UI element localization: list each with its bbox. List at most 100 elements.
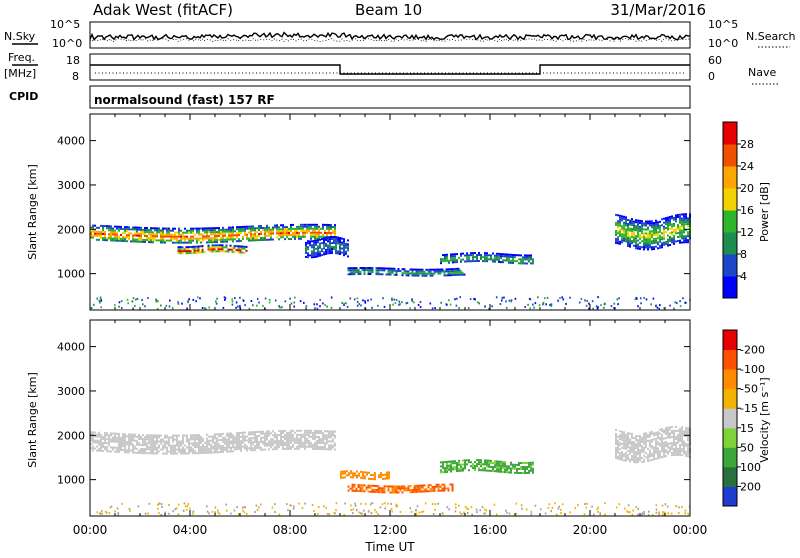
velocity-clutter-cell [298, 502, 300, 505]
velocity-cell [663, 443, 665, 446]
power-cell [333, 240, 335, 242]
power-cell [322, 227, 324, 230]
velocity-clutter-cell [121, 502, 123, 505]
velocity-cell [496, 460, 498, 463]
velocity-cell [687, 451, 689, 454]
power-clutter-cell [392, 303, 394, 306]
power-clutter-cell [188, 298, 190, 301]
velocity-cell [625, 451, 627, 454]
velocity-cell [166, 434, 168, 437]
power-clutter-cell [413, 301, 415, 304]
power-cell [355, 271, 358, 274]
velocity-cell [435, 485, 438, 488]
velocity-cell [184, 444, 186, 447]
power-cell [120, 239, 122, 242]
power-cell [219, 248, 222, 251]
power-cell [241, 247, 244, 250]
power-cell [98, 232, 100, 235]
power-cell [116, 237, 118, 240]
velocity-cell [458, 467, 460, 470]
velocity-clutter-cell [483, 512, 485, 515]
power-cell [178, 231, 180, 234]
power-cell [326, 231, 328, 234]
power-cell [663, 237, 665, 240]
power-cell [330, 232, 332, 234]
velocity-cell [359, 490, 362, 493]
velocity-cell [633, 441, 635, 444]
power-cell [645, 236, 647, 239]
velocity-cell [637, 435, 639, 438]
power-cell [222, 236, 224, 239]
power-cell [187, 246, 190, 249]
power-cell [146, 235, 148, 237]
velocity-cell [154, 446, 156, 449]
velocity-cell [168, 436, 170, 439]
velocity-cell [673, 441, 675, 444]
power-cell [250, 237, 252, 240]
velocity-cell [142, 444, 144, 447]
power-cell [321, 254, 323, 257]
power-cell [142, 240, 144, 243]
velocity-cell [528, 465, 530, 468]
power-cell [242, 225, 244, 228]
power-clutter-cell [356, 297, 359, 300]
velocity-cell [314, 433, 316, 436]
velocity-cell [460, 465, 462, 468]
power-clutter-cell [120, 300, 123, 303]
power-cell [454, 253, 456, 256]
power-clutter-cell [322, 302, 324, 305]
power-cell [202, 227, 204, 230]
power-cell [627, 235, 629, 237]
power-cell [677, 236, 679, 238]
power-cell [290, 224, 292, 226]
power-cell [170, 233, 172, 236]
velocity-cell [120, 445, 122, 447]
velocity-cell [330, 430, 332, 433]
velocity-cell [631, 442, 633, 445]
power-cell [204, 229, 206, 232]
velocity-clutter-cell [655, 504, 658, 507]
power-cell [302, 227, 304, 230]
power-colorbar-tick-label: 28 [740, 138, 754, 151]
velocity-cell [330, 448, 332, 451]
velocity-cell [164, 440, 166, 443]
power-cell [315, 241, 317, 244]
power-cell [657, 221, 659, 224]
power-cell [232, 234, 234, 237]
power-cell [286, 228, 288, 231]
velocity-cell [288, 443, 290, 446]
power-cell [128, 232, 130, 235]
velocity-cell [166, 440, 168, 443]
power-cell [409, 268, 412, 271]
power-cell [314, 225, 316, 228]
power-clutter-cell [431, 307, 434, 310]
velocity-cell [395, 485, 398, 488]
power-clutter-cell [434, 307, 436, 310]
velocity-cell [182, 450, 184, 453]
velocity-cell [142, 440, 144, 443]
velocity-cell [381, 491, 384, 494]
power-cell [172, 237, 174, 240]
velocity-cell [655, 431, 657, 434]
power-cell [454, 255, 456, 258]
power-cell [669, 236, 671, 238]
power-cell [667, 244, 669, 247]
power-cell [264, 236, 266, 239]
velocity-cell [92, 439, 94, 442]
power-cell [236, 236, 238, 239]
velocity-cell [621, 430, 623, 433]
velocity-colorbar-tick-label: -15 [740, 402, 758, 415]
velocity-cell [124, 451, 126, 454]
velocity-cell [516, 463, 518, 466]
power-cell [649, 236, 651, 239]
power-cell [441, 270, 444, 273]
power-cell [313, 242, 315, 245]
power-clutter-cell [684, 301, 686, 304]
power-cell [619, 242, 621, 245]
power-cell [462, 252, 464, 255]
velocity-cell [651, 446, 653, 449]
power-cell [307, 254, 309, 257]
power-cell [318, 225, 320, 228]
power-cell [619, 218, 621, 221]
velocity-cell [92, 433, 94, 436]
